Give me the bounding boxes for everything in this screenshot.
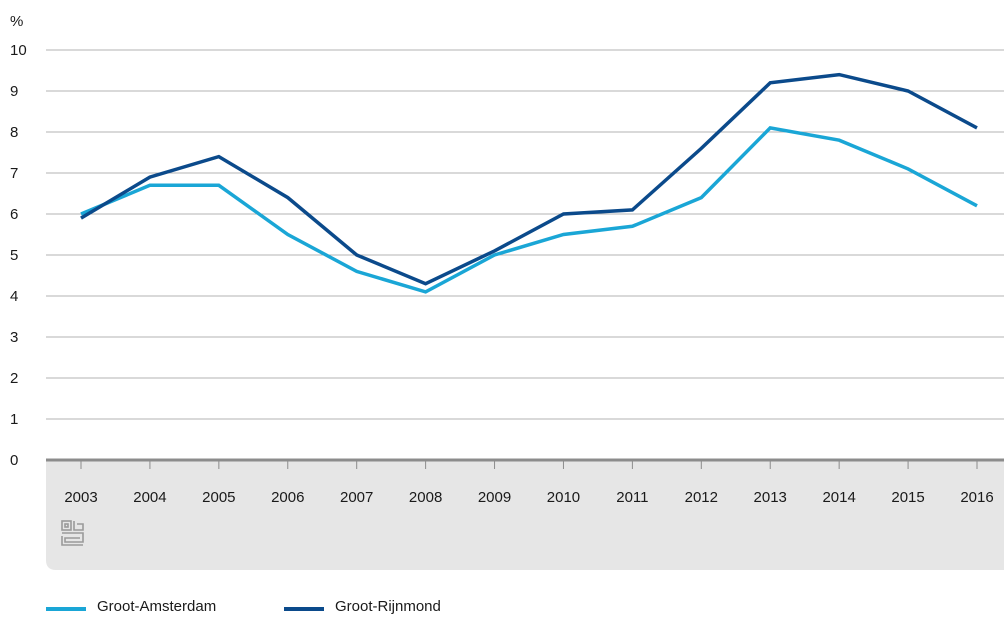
y-tick-label: 1 [10,411,18,428]
x-tick-label: 2007 [340,489,373,506]
x-tick-label: 2006 [271,489,304,506]
series-line-groot-amsterdam [80,126,978,294]
cbs-logo-icon [61,520,84,546]
y-tick-label: 8 [10,124,18,141]
y-axis-unit-label: % [10,13,23,30]
y-tick-label: 4 [10,288,18,305]
y-tick-label: 7 [10,165,18,182]
x-tick-label: 2005 [202,489,235,506]
x-tick-label: 2013 [754,489,787,506]
x-axis-band [46,460,1004,570]
x-tick-label: 2012 [685,489,718,506]
grid-lines [46,49,1004,420]
x-axis-ticks: 2003 2004 2005 2006 2007 2008 2009 2010 2011 2012… [64,461,994,506]
series-line-groot-rijnmond [80,72,978,286]
x-tick-label: 2008 [409,489,442,506]
x-tick-label: 2010 [547,489,580,506]
y-axis-tick-labels: 0 1 2 3 4 5 6 7 8 9 10 [10,42,27,469]
x-tick-label: 2015 [891,489,924,506]
y-tick-label: 2 [10,370,18,387]
x-tick-label: 2014 [822,489,855,506]
series-lines [80,72,978,294]
x-tick-label: 2003 [64,489,97,506]
y-tick-label: 9 [10,83,18,100]
y-tick-label: 10 [10,42,27,59]
x-tick-label: 2016 [960,489,993,506]
x-tick-label: 2009 [478,489,511,506]
x-tick-label: 2004 [133,489,166,506]
legend: Groot-Amsterdam Groot-Rijnmond [46,598,441,615]
y-tick-label: 5 [10,247,18,264]
legend-label-groot-rijnmond: Groot-Rijnmond [335,598,441,615]
x-tick-label: 2011 [616,489,648,506]
legend-label-groot-amsterdam: Groot-Amsterdam [97,598,216,615]
y-tick-label: 0 [10,452,18,469]
y-tick-label: 3 [10,329,18,346]
y-tick-label: 6 [10,206,18,223]
